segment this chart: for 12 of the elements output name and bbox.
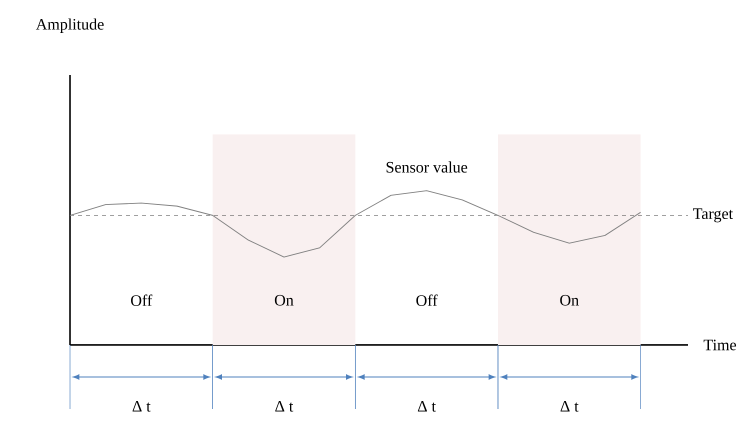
annotation: Off (416, 294, 438, 306)
text: Δ t (560, 400, 579, 412)
text: Δ t (418, 400, 436, 412)
text: Δ t (132, 400, 151, 412)
text: Δ t (275, 400, 294, 412)
annotation: On (274, 294, 294, 306)
ref-line-label: Target (693, 208, 733, 222)
annotation: Off (131, 294, 152, 306)
x-axis-title: Time (704, 340, 736, 350)
text: Sensor value (386, 161, 468, 173)
annotation: On (560, 294, 579, 306)
text: Amplitude (36, 18, 104, 33)
